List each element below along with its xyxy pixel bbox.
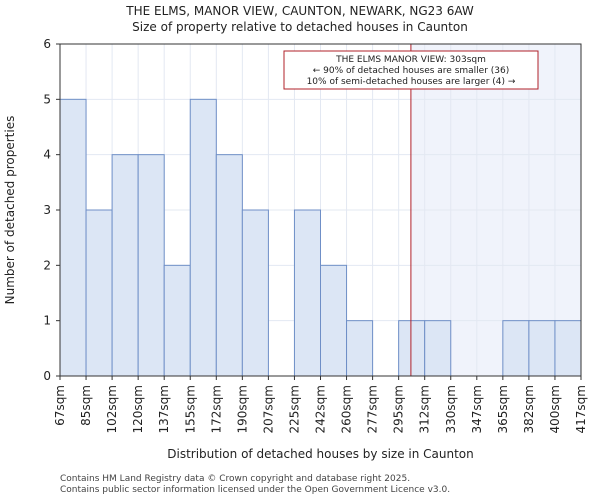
x-tick-label: 207sqm [261, 385, 275, 433]
x-tick-label: 67sqm [53, 385, 67, 426]
x-axis-ticks: 67sqm 85sqm 102sqm 120sqm 137sqm 155sqm 172sqm… [53, 376, 588, 433]
x-tick-label: 295sqm [392, 385, 406, 433]
annotation-box: THE ELMS MANOR VIEW: 303sqm ← 90% of det… [283, 50, 539, 90]
footer-line-1: Contains HM Land Registry data © Crown c… [60, 474, 411, 484]
y-tick-label: 6 [43, 37, 51, 51]
bar [554, 320, 582, 377]
x-tick-label: 330sqm [444, 385, 458, 433]
x-tick-label: 365sqm [496, 385, 510, 433]
x-tick-label: 260sqm [340, 385, 354, 433]
bar [528, 320, 556, 377]
y-axis-label: Number of detached properties [3, 116, 17, 305]
bar [59, 98, 87, 377]
bar [85, 209, 113, 377]
x-tick-label: 225sqm [287, 385, 301, 433]
bar [137, 154, 165, 377]
annotation-line-2: ← 90% of detached houses are smaller (36… [313, 66, 510, 76]
x-tick-label: 155sqm [183, 385, 197, 433]
bar [293, 209, 322, 377]
x-axis-label: Distribution of detached houses by size … [167, 447, 474, 461]
bar [424, 320, 452, 377]
bar [215, 154, 243, 377]
x-tick-label: 102sqm [105, 385, 119, 433]
bar [398, 320, 426, 377]
annotation-border [283, 50, 539, 90]
bar [111, 154, 139, 377]
x-tick-label: 417sqm [574, 385, 588, 433]
chart-subtitle: Size of property relative to detached ho… [132, 20, 468, 34]
x-tick-label: 312sqm [418, 385, 432, 433]
annotation-line-1: THE ELMS MANOR VIEW: 303sqm [335, 55, 486, 65]
y-tick-label: 0 [43, 369, 51, 383]
annotation-line-3: 10% of semi-detached houses are larger (… [307, 77, 516, 87]
y-axis-ticks: 0 1 2 3 4 5 6 [43, 37, 60, 383]
y-tick-label: 5 [43, 92, 51, 106]
y-tick-label: 4 [43, 148, 51, 162]
bar [163, 264, 191, 377]
y-tick-label: 2 [43, 258, 51, 272]
x-tick-label: 190sqm [235, 385, 249, 433]
x-tick-label: 347sqm [470, 385, 484, 433]
histogram-chart: THE ELMS MANOR VIEW: 303sqm ← 90% of det… [3, 37, 588, 461]
x-tick-label: 400sqm [548, 385, 562, 433]
x-tick-label: 85sqm [79, 385, 93, 426]
bar [320, 264, 348, 377]
x-tick-label: 172sqm [209, 385, 223, 433]
footer-line-2: Contains public sector information licen… [60, 485, 451, 495]
chart-title: THE ELMS, MANOR VIEW, CAUNTON, NEWARK, N… [126, 4, 474, 18]
bar [241, 209, 269, 377]
y-tick-label: 1 [43, 314, 51, 328]
bar [189, 98, 217, 377]
x-tick-label: 137sqm [157, 385, 171, 433]
y-tick-label: 3 [43, 203, 51, 217]
x-tick-label: 277sqm [366, 385, 380, 433]
x-tick-label: 120sqm [131, 385, 145, 433]
x-tick-label: 382sqm [522, 385, 536, 433]
bar [346, 320, 374, 377]
x-tick-label: 242sqm [314, 385, 328, 433]
bar [502, 320, 530, 377]
